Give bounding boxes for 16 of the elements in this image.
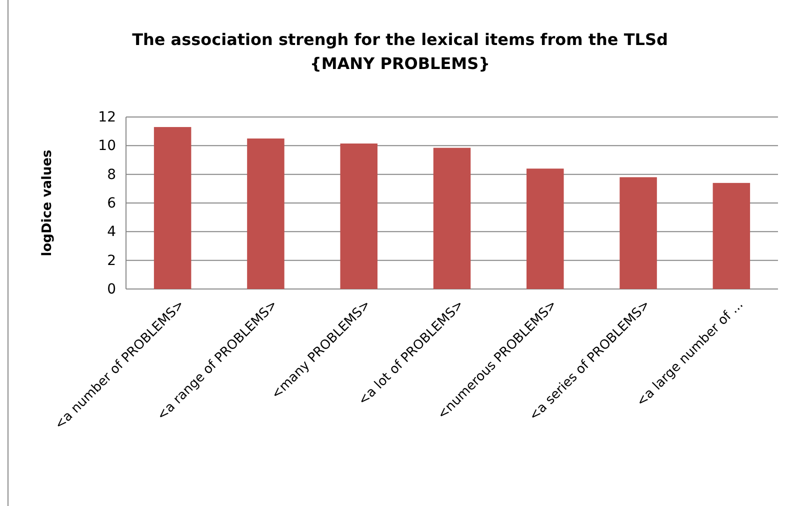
y-tick-label: 10	[98, 138, 116, 154]
y-tick-label: 12	[98, 109, 116, 126]
y-tick-label: 0	[107, 281, 116, 298]
y-axis-title: logDice values	[40, 149, 55, 256]
bar	[247, 138, 284, 289]
y-tick-label: 2	[107, 252, 116, 269]
y-tick-label: 4	[107, 224, 116, 240]
bar	[620, 177, 657, 289]
bar	[526, 168, 564, 289]
bar	[340, 144, 378, 289]
bar	[433, 148, 471, 289]
y-tick-label: 8	[107, 166, 116, 183]
y-tick-label: 6	[107, 195, 116, 212]
bar	[154, 127, 192, 289]
chart-title: The association strengh for the lexical items from the TLSd {MANY PROBLEMS}	[132, 30, 668, 73]
bar	[712, 182, 750, 289]
